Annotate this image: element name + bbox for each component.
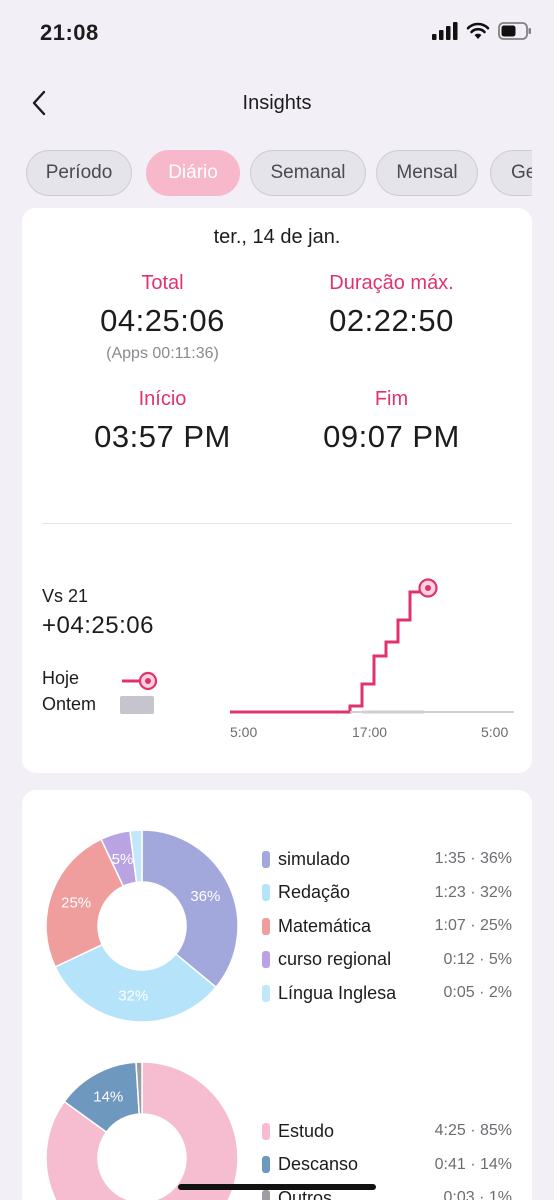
activity-legend-value: 0:41 · 14% <box>434 1155 512 1173</box>
start-stat: Início 03:57 PM <box>35 388 290 455</box>
tab-semanal[interactable]: Semanal <box>250 150 366 196</box>
subjects-legend-swatch <box>262 917 270 935</box>
activity-legend-value: 0:03 · 1% <box>443 1189 512 1200</box>
x-tick-1: 5:00 <box>230 724 258 740</box>
subjects-legend-value: 1:35 · 36% <box>434 850 512 867</box>
subjects-legend-name: Língua Inglesa <box>278 982 397 1003</box>
vs-label: Vs 21 <box>42 586 89 606</box>
activity-legend-swatch <box>262 1122 270 1140</box>
subjects-legend-item: Redação 1:23 · 32% <box>262 880 512 906</box>
subjects-legend-swatch <box>262 984 270 1002</box>
subjects-legend-name: simulado <box>278 848 351 869</box>
activity-slice-label-2: 14% <box>93 1089 123 1106</box>
subjects-slice-label-2: 32% <box>118 987 148 1004</box>
total-label: Total <box>141 272 184 294</box>
subjects-slice-label-3: 25% <box>61 894 91 911</box>
activity-legend-name: Descanso <box>278 1154 359 1174</box>
end-stat: Fim 09:07 PM <box>264 388 519 455</box>
activity-legend-item: Estudo 4:25 · 85% <box>262 1118 512 1144</box>
end-value: 09:07 PM <box>323 419 460 454</box>
status-bar: 21:08 <box>0 0 554 66</box>
cellular-signal-icon <box>432 22 458 40</box>
subjects-legend-name: curso regional <box>278 949 392 969</box>
x-tick-3: 5:00 <box>481 724 509 740</box>
battery-icon <box>498 22 531 40</box>
legend-today-label: Hoje <box>42 668 80 688</box>
status-time: 21:08 <box>40 20 99 45</box>
tab-mensal[interactable]: Mensal <box>376 150 478 196</box>
subjects-legend-value: 1:07 · 25% <box>434 917 512 934</box>
chevron-left-icon <box>32 90 46 116</box>
max-duration-value: 02:22:50 <box>329 303 454 338</box>
activity-legend-item: Outros 0:03 · 1% <box>262 1185 512 1200</box>
subjects-legend-name: Redação <box>278 882 351 902</box>
subjects-donut-chart: 36% 32% 25% 5% <box>45 829 239 1023</box>
subjects-legend-item: simulado 1:35 · 36% <box>262 846 512 872</box>
tab-periodo[interactable]: Período <box>26 150 132 196</box>
subjects-slice-1 <box>141 829 239 989</box>
subjects-legend-item: curso regional 0:12 · 5% <box>262 947 512 973</box>
navigation-bar: Insights <box>0 80 554 126</box>
activity-legend-item: Descanso 0:41 · 14% <box>262 1152 512 1178</box>
vs-value: +04:25:06 <box>42 612 154 639</box>
activity-donut-chart: 14% <box>45 1061 239 1200</box>
subjects-slice-5 <box>129 829 143 884</box>
subjects-legend-swatch <box>262 884 270 901</box>
distribution-card: 36% 32% 25% 5% simulado 1:35 · 36% Redação 1:2… <box>22 790 532 1200</box>
activity-slice-1 <box>45 1061 239 1200</box>
apps-time: (Apps 00:11:36) <box>106 345 219 362</box>
activity-legend-swatch <box>262 1189 270 1200</box>
cumulative-time-chart <box>230 578 514 714</box>
date-label: ter., 14 de jan. <box>213 226 341 248</box>
max-duration-stat: Duração máx. 02:22:50 <box>264 272 519 339</box>
wifi-icon <box>466 22 490 39</box>
divider <box>42 523 512 524</box>
subjects-slice-label-4: 5% <box>112 851 134 868</box>
activity-legend-value: 4:25 · 85% <box>434 1122 512 1139</box>
legend-yesterday-swatch <box>120 696 154 714</box>
start-value: 03:57 PM <box>94 419 231 454</box>
total-stat: Total 04:25:06 (Apps 00:11:36) <box>35 272 290 363</box>
subjects-legend-value: 0:05 · 2% <box>443 984 512 1001</box>
tab-geral[interactable]: Ge <box>490 150 532 196</box>
subjects-legend-value: 0:12 · 5% <box>443 950 512 968</box>
activity-legend-swatch <box>262 1156 270 1173</box>
legend-yesterday-label: Ontem <box>42 694 97 714</box>
subjects-legend-value: 1:23 · 32% <box>434 883 512 901</box>
period-tabs: Período Diário Semanal Mensal Ge <box>26 150 532 198</box>
x-tick-2: 17:00 <box>352 724 388 740</box>
activity-slice-3 <box>135 1061 143 1115</box>
today-line <box>230 590 428 714</box>
subjects-slice-2 <box>54 943 218 1023</box>
subjects-slice-3 <box>45 838 125 968</box>
subjects-slice-label-1: 36% <box>190 888 220 905</box>
tab-diario[interactable]: Diário <box>146 150 240 196</box>
total-value: 04:25:06 <box>100 303 225 338</box>
subjects-legend-swatch <box>262 951 270 968</box>
activity-legend-name: Outros <box>278 1187 333 1200</box>
home-indicator <box>178 1184 376 1190</box>
summary-card: ter., 14 de jan. Total 04:25:06 (Apps 00… <box>22 208 532 773</box>
back-button[interactable] <box>24 86 54 120</box>
status-icons <box>432 22 532 40</box>
subjects-legend-item: Matemática 1:07 · 25% <box>262 913 512 939</box>
legend-today-marker <box>122 671 158 691</box>
subjects-legend-swatch <box>262 850 270 868</box>
start-label: Início <box>138 388 187 410</box>
subjects-legend-name: Matemática <box>278 915 372 936</box>
activity-legend-name: Estudo <box>278 1120 335 1141</box>
page-title: Insights <box>242 92 312 114</box>
max-duration-label: Duração máx. <box>329 272 454 294</box>
subjects-legend-item: Língua Inglesa 0:05 · 2% <box>262 980 512 1006</box>
end-label: Fim <box>374 388 409 410</box>
